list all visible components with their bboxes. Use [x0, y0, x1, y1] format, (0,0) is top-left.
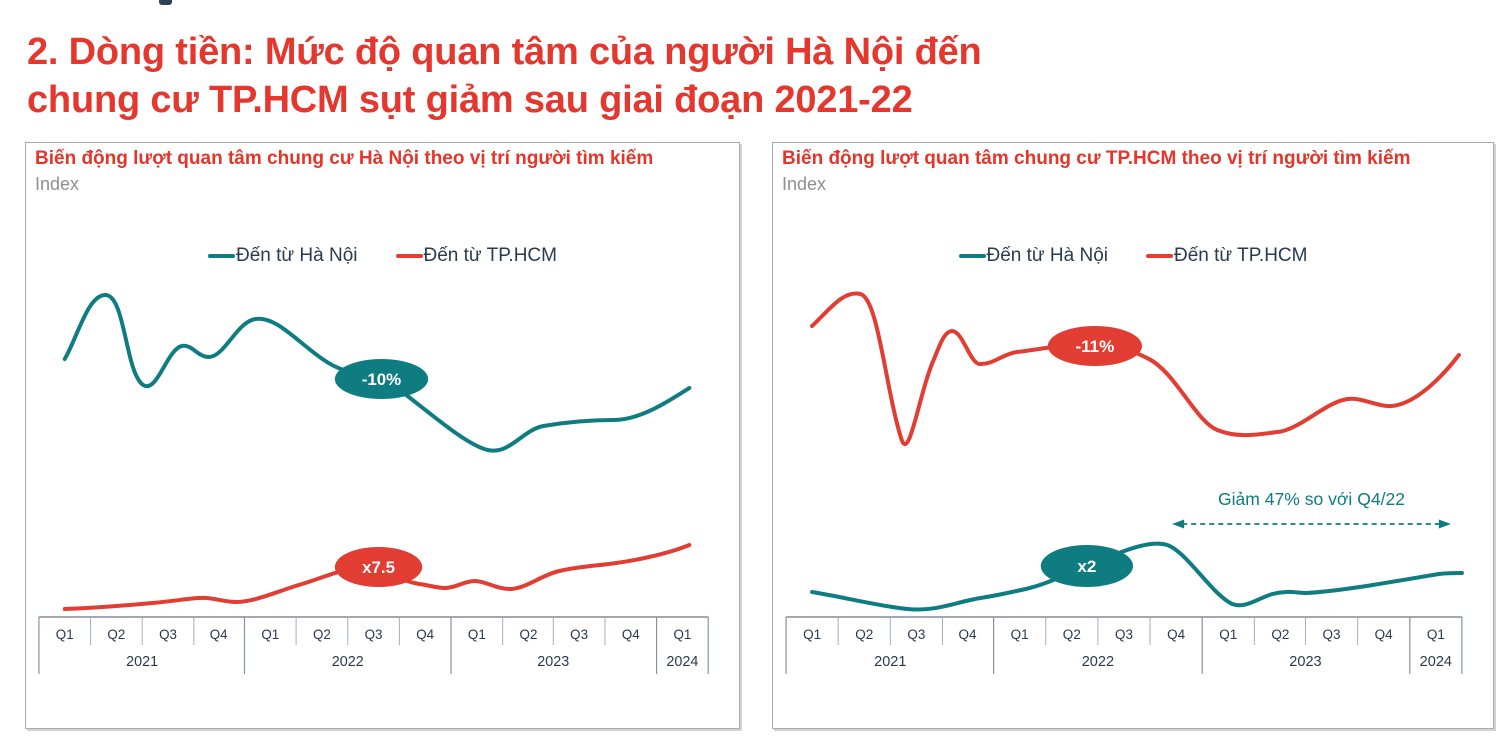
- x-tick: Q1: [1219, 627, 1237, 642]
- x-tick: Q1: [803, 627, 821, 642]
- x-year-label: 2022: [1082, 654, 1114, 670]
- x-tick: Q1: [1427, 627, 1445, 642]
- x-tick: Q3: [907, 627, 925, 642]
- chart-title: Biến động lượt quan tâm chung cư Hà Nội …: [35, 148, 654, 169]
- x-tick: Q4: [416, 627, 434, 642]
- chart-panel-tphcm: Biến động lượt quan tâm chung cư TP.HCM …: [772, 142, 1494, 729]
- legend-item-hanoi: Đến từ Hà Nội: [208, 245, 358, 267]
- x-tick: Q1: [1011, 627, 1029, 642]
- x-tick: Q3: [570, 627, 588, 642]
- x-tick: Q1: [261, 627, 279, 642]
- arrowhead-right-icon: [1438, 519, 1451, 529]
- legend-label: Đến từ Hà Nội: [986, 245, 1109, 266]
- chart-title: Biến động lượt quan tâm chung cư TP.HCM …: [782, 148, 1411, 169]
- legend-label: Đến từ TP.HCM: [1174, 245, 1308, 266]
- chart-legend: Đến từ Hà Nội Đến từ TP.HCM: [773, 245, 1493, 267]
- x-tick: Q2: [1271, 627, 1289, 642]
- x-tick: Q2: [520, 627, 538, 642]
- cropped-header-artifact: [159, 0, 172, 5]
- x-tick: Q3: [159, 627, 177, 642]
- badge-ellipse-red: [1047, 326, 1143, 366]
- chart-legend: Đến từ Hà Nội Đến từ TP.HCM: [26, 245, 739, 267]
- badge-ellipse-teal: [1040, 545, 1133, 587]
- badge-ellipse-red: [334, 547, 423, 587]
- badge-label: -11%: [1075, 337, 1114, 356]
- line-chart-hanoi: -10% x7.5 Q1 Q2 Q3 Q4 Q1 Q2 Q3 Q4 Q1 Q2 …: [38, 293, 709, 674]
- badge-label: -10%: [362, 370, 401, 389]
- annotation-text: Giảm 47% so với Q4/22: [1218, 489, 1405, 509]
- x-tick: Q3: [1115, 627, 1133, 642]
- legend-line-red-icon: [1146, 254, 1174, 258]
- chart-panel-hanoi: Biến động lượt quan tâm chung cư Hà Nội …: [25, 142, 740, 729]
- x-tick: Q4: [1167, 627, 1186, 642]
- x-tick: Q2: [107, 627, 125, 642]
- legend-item-hcmc: Đến từ TP.HCM: [395, 245, 557, 267]
- page-title: 2. Dòng tiền: Mức độ quan tâm của người …: [27, 31, 982, 122]
- x-year-label: 2024: [666, 654, 698, 670]
- x-year-label: 2021: [874, 654, 906, 670]
- x-year-label: 2023: [537, 654, 569, 670]
- legend-line-teal-icon: [208, 254, 236, 258]
- badge-label: x2: [1077, 557, 1096, 576]
- chart-unit-label: Index: [35, 174, 80, 194]
- x-tick: Q2: [313, 627, 331, 642]
- badge-label: x7.5: [362, 558, 395, 577]
- x-tick: Q2: [1063, 627, 1081, 642]
- x-tick: Q4: [1375, 627, 1394, 642]
- x-tick: Q1: [56, 627, 74, 642]
- arrowhead-left-icon: [1172, 519, 1185, 529]
- series-den-tu-ha-noi: [810, 541, 1464, 612]
- x-tick: Q4: [210, 627, 228, 642]
- x-tick: Q3: [1323, 627, 1341, 642]
- series-den-tu-tphcm: [62, 543, 692, 611]
- legend-line-red-icon: [395, 254, 423, 258]
- x-year-label: 2023: [1289, 654, 1321, 670]
- series-den-tu-ha-noi: [62, 293, 692, 453]
- x-year-label: 2024: [1420, 654, 1452, 670]
- x-tick: Q4: [959, 627, 978, 642]
- x-tick: Q2: [855, 627, 873, 642]
- line-chart-tphcm: -11% x2 Giảm 47% so với Q4/22 Q1 Q2 Q3 Q…: [785, 291, 1464, 674]
- legend-line-teal-icon: [958, 254, 986, 258]
- legend-label: Đến từ TP.HCM: [423, 245, 557, 266]
- chart-unit-label: Index: [782, 174, 827, 194]
- x-tick: Q4: [622, 627, 640, 642]
- x-tick: Q1: [468, 627, 486, 642]
- x-year-label: 2022: [332, 654, 364, 670]
- x-tick: Q1: [673, 627, 691, 642]
- x-year-label: 2021: [126, 654, 158, 670]
- legend-label: Đến từ Hà Nội: [236, 245, 358, 266]
- x-tick: Q3: [365, 627, 383, 642]
- series-den-tu-tphcm: [810, 291, 1461, 446]
- badge-ellipse-teal: [334, 359, 429, 399]
- legend-item-hanoi: Đến từ Hà Nội: [958, 245, 1109, 267]
- legend-item-hcmc: Đến từ TP.HCM: [1146, 245, 1307, 267]
